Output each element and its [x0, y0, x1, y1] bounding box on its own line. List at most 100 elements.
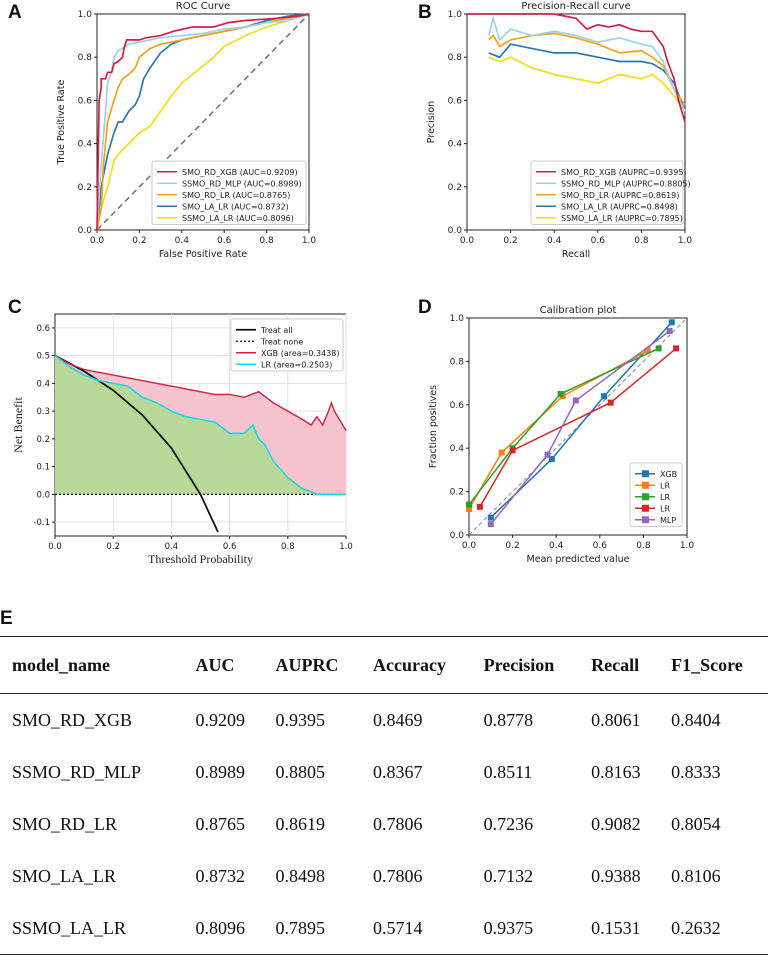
calibration-series-line: [468, 349, 649, 510]
legend-label: SMO_LA_LR (AUC=0.8732): [182, 202, 289, 211]
table-cell: SMO_LA_LR: [12, 865, 117, 886]
y-tick-label: 0.0: [78, 226, 93, 236]
column-header: F1_Score: [659, 636, 768, 694]
y-tick-label: 0.0: [36, 490, 50, 500]
x-tick-label: 0.0: [90, 236, 105, 246]
column-header: AUC: [183, 636, 264, 694]
panel-label-d: D: [418, 297, 432, 318]
legend-label: SMO_RD_LR (AUC=0.8765): [182, 191, 290, 200]
table-header-row: model_name AUC AUPRC Accuracy Precision …: [0, 636, 768, 694]
pr-series-line: [467, 13, 686, 123]
y-tick-label: 0.4: [36, 379, 50, 389]
table-cell: SMO_RD_LR: [12, 813, 118, 834]
calibration-point: [666, 328, 673, 335]
y-tick-label: 0.0: [450, 531, 465, 541]
y-tick-label: 0.2: [448, 183, 462, 193]
roc-chart: ROC Curve 0.0 0.2 0.4 0.6 0.8 1.0 0.0 0.2 0.4 0.6 0…: [56, 1, 317, 260]
panel-label-a: A: [8, 2, 22, 23]
y-tick-label: 0.8: [448, 53, 463, 63]
calibration-point: [601, 393, 608, 400]
calibration-point: [548, 456, 555, 463]
calibration-point: [572, 397, 579, 404]
x-tick-label: 0.6: [593, 541, 608, 551]
y-tick-label: 0.8: [78, 53, 93, 63]
panel-label-c: C: [8, 297, 22, 318]
y-tick-label: -0.1: [33, 518, 50, 528]
legend-label: LR: [660, 493, 670, 502]
table-row: SSMO_RD_MLP 0.8989 0.8805 0.8367 0.8511 …: [0, 746, 768, 798]
y-tick-label: 0.8: [450, 357, 465, 367]
table-cell: 0.8765: [195, 813, 245, 834]
table-cell: 0.8163: [591, 761, 641, 782]
table-row: SMO_LA_LR 0.8732 0.8498 0.7806 0.7132 0.…: [0, 850, 768, 902]
table-cell: 0.7806: [373, 865, 423, 886]
pr-series-line: [488, 43, 686, 112]
y-tick-label: 0.6: [450, 401, 465, 411]
table-cell: 0.1531: [579, 902, 660, 955]
table-cell: 0.8469: [373, 709, 423, 730]
table-cell: SSMO_RD_MLP: [12, 761, 142, 782]
y-tick-label: 0.2: [78, 183, 92, 193]
legend-label: SMO_RD_XGB (AUPRC=0.9395): [561, 168, 687, 177]
table-cell: 0.7895: [263, 902, 362, 955]
x-tick-label: 0.6: [591, 236, 606, 246]
calibration-series-line: [468, 347, 660, 506]
legend-label: MLP: [660, 516, 676, 525]
x-tick-label: 0.2: [503, 236, 517, 246]
table-cell: 0.7236: [483, 813, 534, 834]
legend-label: LR: [660, 481, 670, 490]
calibration-point: [487, 521, 494, 528]
legend-label: LR: [660, 504, 670, 513]
pr-chart: Precision-Recall curve 0.0 0.2 0.4 0.6 0.8 1.0…: [426, 1, 693, 260]
table-cell: 0.9375: [471, 902, 580, 955]
x-tick-label: 0.2: [132, 236, 146, 246]
legend-marker: [642, 493, 649, 501]
table-cell: 0.8106: [671, 865, 721, 886]
table-cell: 0.8989: [195, 761, 245, 782]
legend-label: SSMO_LA_LR (AUPRC=0.7895): [561, 214, 683, 223]
calibration-point: [607, 399, 614, 406]
x-tick-label: 0.0: [460, 236, 475, 246]
chart-title: ROC Curve: [176, 1, 230, 12]
table-cell: 0.8404: [671, 709, 721, 730]
table-cell: 0.9395: [275, 709, 325, 730]
table-cell: 0.8778: [483, 709, 534, 730]
calibration-point: [673, 345, 680, 352]
x-tick-label: 1.0: [680, 541, 695, 551]
x-tick-label: 0.0: [462, 541, 477, 551]
x-tick-label: 1.0: [678, 236, 693, 246]
x-tick-label: 1.0: [339, 542, 353, 552]
x-tick-label: 0.4: [165, 542, 179, 552]
x-tick-label: 0.4: [175, 236, 190, 246]
table-cell: 0.8732: [195, 865, 245, 886]
legend-label: SSMO_LA_LR (AUC=0.8096): [182, 214, 294, 223]
legend-label: SSMO_RD_MLP (AUC=0.8989): [182, 179, 302, 188]
y-tick-label: 1.0: [448, 10, 463, 20]
legend-box: [530, 160, 684, 225]
x-tick-label: 0.0: [48, 542, 62, 552]
dca-chart: 0.0 0.2 0.4 0.6 0.8 1.0 -0.1 0.0 0.1 0.2 0.3 0.4 0.5…: [11, 313, 353, 566]
metrics-table: model_name AUC AUPRC Accuracy Precision …: [0, 636, 768, 955]
table-cell: 0.2632: [659, 902, 768, 955]
table-cell: 0.8333: [671, 761, 721, 782]
legend-label: Treat none: [260, 337, 303, 346]
table-cell: 0.8511: [483, 761, 533, 782]
x-tick-label: 1.0: [302, 236, 317, 246]
x-tick-label: 0.8: [281, 542, 295, 552]
y-tick-label: 0.6: [78, 96, 93, 106]
table-cell: SMO_RD_XGB: [12, 709, 133, 730]
table-cell: 0.8805: [275, 761, 325, 782]
legend-label: LR (area=0.2503): [261, 360, 332, 369]
lr-area-fill: [55, 355, 346, 495]
legend-box: [230, 318, 344, 372]
column-header: model_name: [0, 636, 184, 694]
column-header: Recall: [579, 636, 660, 694]
y-axis-label: Fraction positives: [428, 385, 439, 468]
x-axis-label: False Positive Rate: [159, 249, 247, 260]
calibration-point: [466, 501, 472, 508]
y-tick-label: 0.1: [36, 463, 50, 473]
calibration-point: [668, 319, 675, 326]
y-tick-label: 0.0: [448, 226, 463, 236]
legend-marker: [642, 504, 649, 512]
y-tick-label: 0.4: [450, 444, 465, 454]
